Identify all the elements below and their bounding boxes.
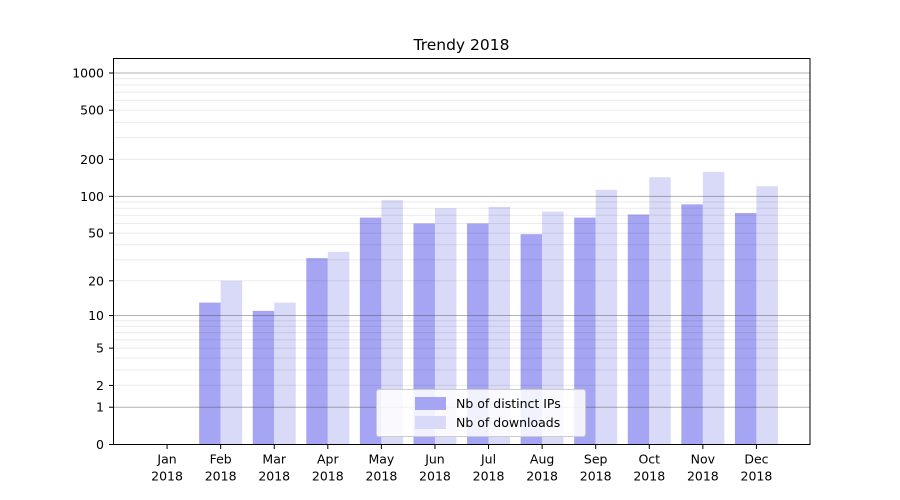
bar-downloads-jul [488,206,511,445]
y-tick-label-1: 1 [96,400,104,415]
legend-swatch-downloads [415,416,446,429]
x-tick-label-year-mar: 2018 [258,469,290,484]
x-tick-label-year-oct: 2018 [633,469,665,484]
x-tick-label-year-jun: 2018 [419,469,451,484]
x-tick-label-month-sep: Sep [584,452,608,467]
bar-downloads-sep [595,189,618,445]
y-tick-label-1000: 1000 [72,66,104,81]
bar-downloads-apr [327,251,350,445]
x-tick-label-month-may: May [368,452,394,467]
y-tick-label-500: 500 [80,103,104,118]
x-tick-label-month-jun: Jun [424,452,445,467]
bar-distinct-ips-oct [627,214,650,445]
bar-distinct-ips-mar [252,310,275,445]
bar-downloads-may [381,200,403,445]
x-tick-label-year-apr: 2018 [312,469,344,484]
bar-downloads-mar [274,302,296,445]
bar-downloads-dec [756,186,778,445]
x-tick-label-year-nov: 2018 [687,469,719,484]
x-tick-label-year-sep: 2018 [580,469,612,484]
x-tick-label-month-oct: Oct [638,452,660,467]
y-tick-label-10: 10 [88,308,104,323]
legend-label-distinct-ips: Nb of distinct IPs [456,396,561,411]
x-tick-label-month-jan: Jan [156,452,176,467]
bar-distinct-ips-apr [306,258,328,445]
x-tick-label-month-jul: Jul [480,452,496,467]
legend-swatch-distinct-ips [415,397,446,410]
bar-distinct-ips-feb [199,302,221,445]
legend-label-downloads: Nb of downloads [456,415,561,430]
x-tick-label-year-jul: 2018 [473,469,505,484]
legend: Nb of distinct IPs Nb of downloads [376,389,586,437]
y-tick-label-50: 50 [88,226,104,241]
x-tick-label-year-jan: 2018 [151,469,183,484]
x-tick-label-month-mar: Mar [262,452,286,467]
legend-row-downloads: Nb of downloads [415,415,585,430]
y-tick-label-20: 20 [88,273,104,288]
y-tick-label-0: 0 [96,437,104,452]
x-tick-label-year-may: 2018 [365,469,397,484]
bar-distinct-ips-may [359,217,382,445]
bar-downloads-jun [434,208,457,445]
x-tick-label-year-aug: 2018 [526,469,558,484]
bar-downloads-feb [220,280,243,445]
y-tick-label-5: 5 [96,341,104,356]
x-tick-label-month-apr: Apr [317,452,339,467]
x-tick-label-year-feb: 2018 [205,469,237,484]
bar-distinct-ips-dec [734,213,757,445]
bar-distinct-ips-sep [574,217,596,445]
y-tick-label-100: 100 [80,189,104,204]
bar-distinct-ips-nov [681,204,703,445]
y-tick-label-200: 200 [80,152,104,167]
x-tick-label-month-feb: Feb [210,452,232,467]
bar-downloads-oct [649,177,671,445]
x-tick-label-month-dec: Dec [744,452,768,467]
bar-downloads-nov [702,171,725,445]
bar-downloads-aug [542,211,564,445]
legend-row-distinct-ips: Nb of distinct IPs [415,396,585,411]
x-tick-label-month-nov: Nov [691,452,716,467]
y-tick-label-2: 2 [96,378,104,393]
plot-border [113,58,811,445]
x-tick-label-year-dec: 2018 [741,469,773,484]
x-tick-label-month-aug: Aug [530,452,554,467]
chart-title: Trendy 2018 [413,36,510,54]
